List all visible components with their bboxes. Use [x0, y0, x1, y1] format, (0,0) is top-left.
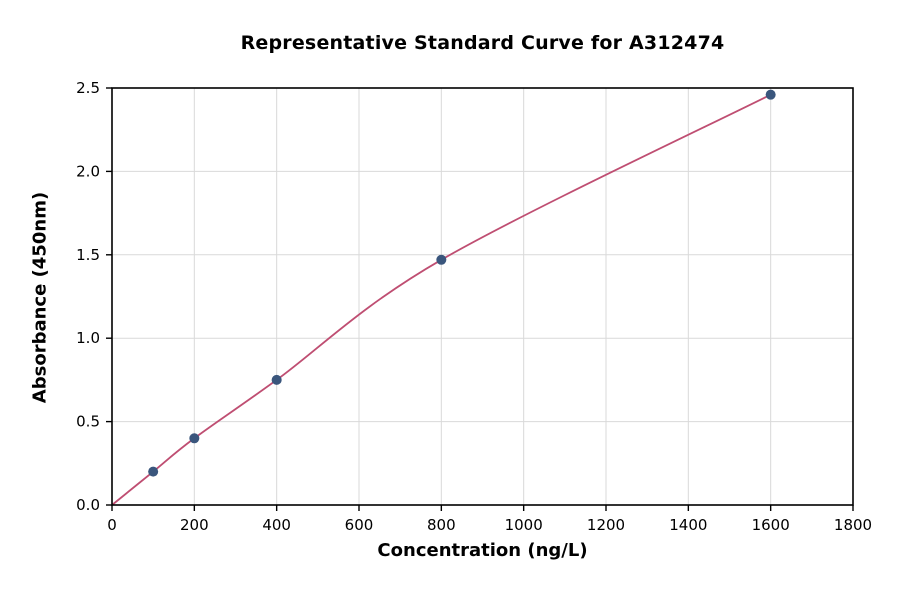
x-tick-label: 1400	[669, 516, 707, 534]
y-tick-label: 2.5	[76, 79, 100, 97]
data-point	[148, 466, 159, 477]
x-tick-label: 800	[427, 516, 456, 534]
x-tick-label: 1000	[505, 516, 543, 534]
grid	[111, 87, 854, 506]
data-point	[765, 89, 776, 100]
y-tick-label: 0.5	[76, 413, 100, 431]
x-tick-label: 0	[107, 516, 117, 534]
x-tick-label: 200	[180, 516, 209, 534]
x-tick-label: 1200	[587, 516, 625, 534]
data-points	[148, 89, 776, 477]
x-tick-label: 1600	[752, 516, 790, 534]
y-tick-label: 1.0	[76, 329, 100, 347]
data-point	[436, 254, 447, 265]
y-axis: 0.0 0.5 1.0 1.5 2.0 2.5	[76, 79, 112, 514]
plot-border	[111, 87, 854, 506]
x-tick-label: 600	[345, 516, 374, 534]
x-axis-label: Concentration (ng/L)	[377, 540, 588, 561]
y-axis-label: Absorbance (450nm)	[29, 191, 51, 404]
x-tick-label: 1800	[834, 516, 872, 534]
y-tick-label: 0.0	[76, 496, 100, 514]
chart-title: Representative Standard Curve for A31247…	[240, 32, 725, 54]
curve-line	[111, 93, 772, 506]
data-point	[271, 374, 282, 385]
data-point	[189, 433, 200, 444]
x-tick-label: 400	[262, 516, 291, 534]
y-tick-label: 1.5	[76, 246, 100, 264]
x-axis: 0 200 400 600 800 1000 1200 1400 1600 1800	[107, 505, 872, 534]
y-tick-label: 2.0	[76, 162, 100, 180]
